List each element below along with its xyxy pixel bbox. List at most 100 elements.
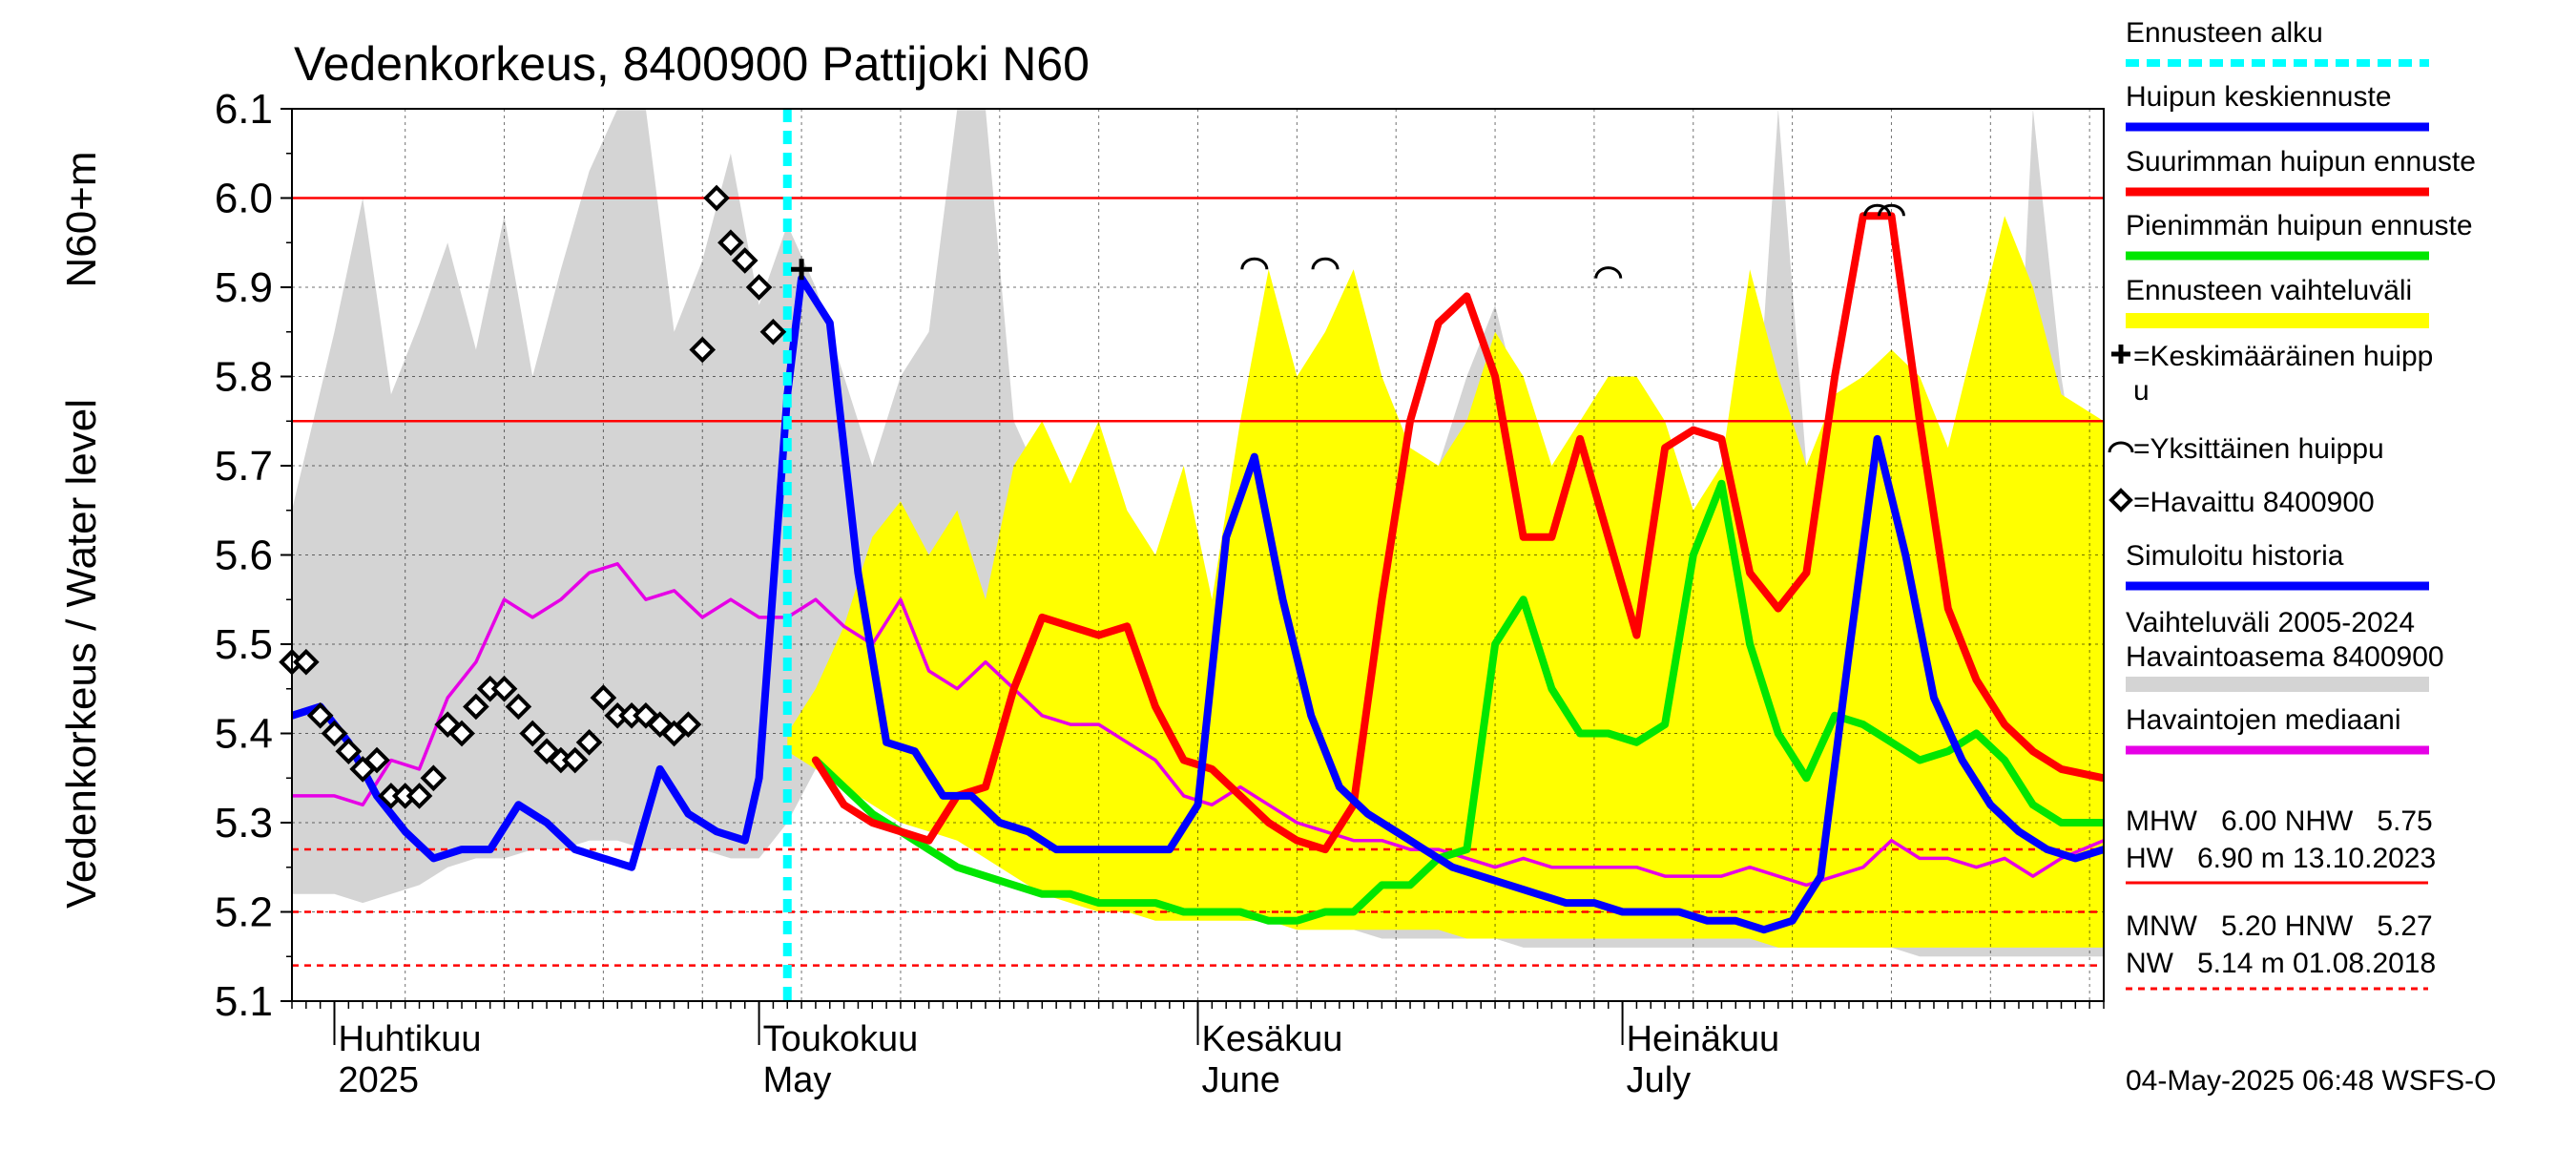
- observed-point: [519, 720, 547, 747]
- legend-item-forecast-max-label: Suurimman huipun ennuste: [2126, 146, 2476, 178]
- legend-item-history-band-label: Vaihteluväli 2005-2024: [2126, 607, 2415, 638]
- observed-point: [463, 693, 489, 721]
- legend-item-forecast-band-swatch: [2126, 313, 2429, 328]
- single-peak-marker: [1863, 203, 1892, 217]
- legend-item-forecast-mean-label: Huipun keskiennuste: [2126, 81, 2392, 113]
- observed-point: [745, 274, 773, 301]
- legend-item-history-band-label-2: Havaintoasema 8400900: [2126, 641, 2444, 673]
- stats-row-mhw-nhw: MHW 6.00 NHW 5.75: [2126, 805, 2433, 837]
- mean-peak-marker: [791, 259, 813, 281]
- legend: Ennusteen alku Huipun keskiennuste Suurimm…: [2108, 17, 2476, 755]
- observed-point: [731, 247, 758, 274]
- simulated-history-line: [292, 390, 792, 871]
- y-tick-label: 5.8: [215, 354, 273, 401]
- legend-item-history-band-swatch: [2126, 677, 2429, 692]
- forecast-band-layer: [787, 216, 2104, 948]
- max-peak-forecast-line: [811, 212, 2104, 854]
- y-tick-label: 5.4: [215, 711, 273, 758]
- legend-item-observed-symbol: [2109, 488, 2133, 512]
- legend-item-simulated: Simuloitu historia: [2126, 540, 2429, 591]
- observed-point: [689, 336, 717, 364]
- observed-point: [448, 720, 475, 747]
- observed-point: [590, 684, 617, 711]
- legend-item-forecast-start: Ennusteen alku: [2126, 17, 2429, 67]
- legend-item-single-peak-label: =Yksittäinen huippu: [2133, 433, 2384, 465]
- stats-row-hw: HW 6.90 m 13.10.2023: [2126, 843, 2436, 874]
- stats-row-mnw-hnw: MNW 5.20 HNW 5.27: [2126, 910, 2433, 942]
- x-month-label-en: May: [763, 1060, 832, 1100]
- observed-point: [759, 318, 787, 345]
- x-month-label-en: June: [1202, 1060, 1280, 1100]
- axes-layer: [280, 108, 2105, 1045]
- observed-point: [306, 701, 334, 729]
- legend-item-mean-peak: =Keskimääräinen huippu: [2111, 341, 2433, 407]
- single-peak-marker: [1877, 203, 1905, 217]
- legend-item-single-peak: =Yksittäinen huippu: [2108, 433, 2384, 465]
- observed-point: [505, 693, 532, 721]
- single-peak-marker: [1594, 266, 1623, 279]
- observed-point: [703, 184, 730, 212]
- chart-title: Vedenkorkeus, 8400900 Pattijoki N60: [294, 37, 1090, 91]
- legend-item-history-band: Vaihteluväli 2005-2024 Havaintoasema 840…: [2126, 607, 2444, 692]
- legend-item-forecast-max: Suurimman huipun ennuste: [2126, 146, 2476, 197]
- y-tick-label: 5.9: [215, 264, 273, 311]
- legend-item-observed: =Havaittu 8400900: [2109, 487, 2375, 518]
- legend-item-median: Havaintojen mediaani: [2126, 704, 2429, 755]
- legend-item-forecast-band-label: Ennusteen vaihteluväli: [2126, 275, 2412, 306]
- observed-point: [675, 711, 702, 738]
- legend-item-simulated-label: Simuloitu historia: [2126, 540, 2344, 572]
- forecast-range-band: [787, 216, 2104, 948]
- y-tick-label: 6.0: [215, 176, 273, 222]
- legend-item-forecast-start-label: Ennusteen alku: [2126, 17, 2323, 49]
- legend-item-median-label: Havaintojen mediaani: [2126, 704, 2401, 736]
- y-axis-label-unit: N60+m: [58, 151, 105, 287]
- mean-peak-forecast-line: [783, 274, 2104, 934]
- single-peak-marker: [1311, 257, 1340, 270]
- x-month-label: Toukokuu: [763, 1019, 919, 1059]
- y-tick-label: 5.3: [215, 800, 273, 847]
- legend-item-forecast-band: Ennusteen vaihteluväli: [2126, 275, 2429, 328]
- observed-point: [717, 229, 744, 257]
- x-month-label: Kesäkuu: [1202, 1019, 1343, 1059]
- legend-item-forecast-min-label: Pienimmän huipun ennuste: [2126, 210, 2473, 241]
- observed-point: [490, 675, 518, 702]
- legend-item-mean-peak-label-2: u: [2133, 375, 2150, 407]
- legend-item-mean-peak-symbol: [2111, 345, 2130, 364]
- legend-item-single-peak-symbol: [2108, 441, 2134, 453]
- observed-point: [561, 746, 589, 774]
- x-month-label-en: 2025: [339, 1060, 420, 1100]
- y-tick-label: 5.7: [215, 443, 273, 490]
- legend-item-forecast-min: Pienimmän huipun ennuste: [2126, 210, 2473, 261]
- observed-point: [533, 738, 560, 765]
- y-tick-label: 5.2: [215, 889, 273, 936]
- y-tick-label: 5.6: [215, 533, 273, 579]
- y-axis-label: Vedenkorkeus / Water level: [58, 399, 105, 909]
- min-peak-forecast-line: [811, 479, 2104, 925]
- series-lines-layer: [292, 212, 2104, 934]
- x-month-label: Huhtikuu: [339, 1019, 482, 1059]
- grid-layer: [292, 108, 2104, 1002]
- x-month-label-en: July: [1627, 1060, 1692, 1100]
- stats-row-nw: NW 5.14 m 01.08.2018: [2126, 948, 2436, 979]
- y-tick-label: 5.5: [215, 621, 273, 668]
- legend-item-observed-label: =Havaittu 8400900: [2133, 487, 2375, 518]
- observed-point: [575, 729, 603, 756]
- legend-item-mean-peak-label: =Keskimääräinen huipp: [2133, 341, 2433, 372]
- observed-point: [420, 764, 447, 792]
- timestamp: 04-May-2025 06:48 WSFS-O: [2126, 1065, 2497, 1097]
- x-month-label: Heinäkuu: [1627, 1019, 1780, 1059]
- stats-block: MHW 6.00 NHW 5.75 HW 6.90 m 13.10.2023 M…: [2126, 805, 2436, 991]
- observed-point: [364, 746, 390, 774]
- y-tick-label: 6.1: [215, 86, 273, 133]
- observed-point: [405, 783, 433, 809]
- single-peak-marker: [1240, 257, 1269, 270]
- observed-point: [335, 738, 363, 765]
- legend-item-forecast-mean: Huipun keskiennuste: [2126, 81, 2429, 132]
- markers-layer: [279, 184, 1905, 809]
- y-tick-label: 5.1: [215, 978, 273, 1025]
- observed-point: [321, 720, 348, 747]
- observed-point: [293, 648, 320, 676]
- tick-labels-layer: 5.1 5.2 5.3 5.4 5.5 5.6 5.7 5.8 5.9 6.0 6.1 Huhtiku…: [215, 86, 1779, 1100]
